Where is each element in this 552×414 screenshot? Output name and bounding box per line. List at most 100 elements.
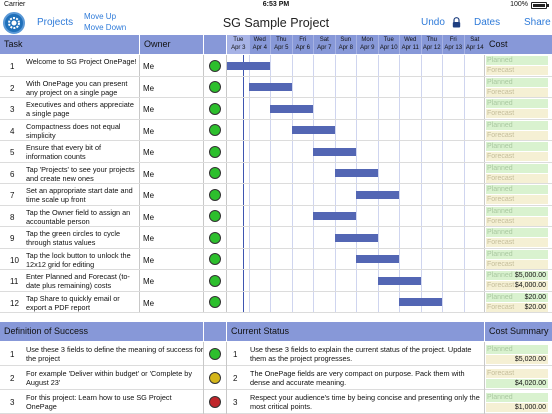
gantt-bar[interactable] [334, 169, 378, 177]
planned-cost-field[interactable]: Planned [486, 56, 548, 65]
task-row[interactable]: 9 Tap the green circles to cycle through … [0, 227, 552, 249]
cost-summary-value-field[interactable]: $4,020.00 [486, 379, 548, 388]
task-row[interactable]: 8 Tap the Owner field to assign an accoun… [0, 206, 552, 227]
timeline-day-4[interactable]: Fri Apr 6 [291, 35, 313, 54]
task-owner[interactable]: Me [143, 105, 155, 114]
task-name[interactable]: Tap 'Projects' to see your projects and … [26, 164, 135, 183]
task-name[interactable]: Tap the lock button to unlock the 12x12 … [26, 250, 131, 269]
current-status-text[interactable]: Use these 3 fields to explain the curren… [250, 345, 472, 363]
move-up-button[interactable]: Move Up [84, 12, 117, 21]
lock-icon[interactable] [452, 17, 461, 28]
task-name[interactable]: Ensure that every bit of information cou… [26, 143, 102, 161]
project-title[interactable]: SG Sample Project [222, 16, 330, 30]
forecast-cost-field[interactable]: Forecast [486, 109, 548, 118]
task-owner[interactable]: Me [143, 62, 155, 71]
task-row[interactable]: 2 With OnePage you can present any projec… [0, 77, 552, 98]
timeline-day-7[interactable]: Mon Apr 9 [356, 35, 378, 54]
task-name[interactable]: Set an appropriate start date and time s… [26, 186, 133, 204]
definition-of-success-text[interactable]: Use these 3 fields to define the meaning… [26, 345, 204, 363]
status-indicator-green[interactable] [209, 253, 221, 265]
status-indicator-green[interactable] [209, 231, 221, 244]
task-row[interactable]: 1 Welcome to SG Project OnePage! Me Planned… [0, 55, 552, 77]
timeline-day-5[interactable]: Sat Apr 7 [313, 35, 335, 54]
task-row[interactable]: 4 Compactness does not equal simplicity Me… [0, 120, 552, 141]
task-owner[interactable]: Me [143, 234, 155, 243]
timeline-day-3[interactable]: Thu Apr 5 [270, 35, 292, 54]
cost-summary-value-field[interactable]: $1,000.00 [486, 403, 548, 412]
summary-row[interactable]: 1 Use these 3 fields to define the meanin… [0, 342, 552, 366]
task-row[interactable]: 11 Enter Planned and Forecast (to-date pl… [0, 270, 552, 292]
timeline-day-11[interactable]: Fri Apr 13 [442, 35, 464, 54]
planned-cost-field[interactable]: Planned [486, 249, 548, 259]
gantt-bar[interactable] [313, 147, 356, 156]
cost-summary-planned[interactable]: Planned [486, 393, 548, 402]
task-owner[interactable]: Me [143, 191, 155, 200]
planned-cost-field[interactable]: Planned [486, 142, 548, 151]
planned-cost-field[interactable]: Planned [486, 206, 548, 216]
planned-cost-field[interactable]: Planned [486, 163, 548, 173]
cost-summary-value-field[interactable]: $5,020.00 [486, 355, 548, 364]
definition-of-success-text[interactable]: For example 'Deliver within budget' or '… [26, 369, 193, 387]
task-owner[interactable]: Me [143, 169, 155, 179]
status-indicator-green[interactable] [209, 102, 221, 115]
planned-cost-field[interactable]: Planned [486, 185, 548, 194]
definition-of-success-text[interactable]: For this project: Learn how to use SG Pr… [26, 393, 172, 411]
timeline-day-2[interactable]: Wed Apr 4 [248, 35, 270, 54]
task-owner[interactable]: Me [143, 277, 155, 286]
status-indicator-red[interactable] [209, 396, 221, 408]
gantt-bar[interactable] [291, 126, 335, 134]
task-name[interactable]: Executives and others appreciate a singl… [26, 100, 134, 118]
current-status-text[interactable]: The OnePage fields are very compact on p… [250, 369, 465, 387]
task-name[interactable]: Compactness does not equal simplicity [26, 121, 121, 140]
status-indicator-green[interactable] [209, 296, 221, 308]
undo-button[interactable]: Undo [421, 17, 445, 28]
status-indicator-green[interactable] [209, 145, 221, 158]
move-down-button[interactable]: Move Down [84, 23, 127, 32]
task-owner[interactable]: Me [143, 148, 155, 157]
forecast-cost-field[interactable]: Forecast [486, 173, 548, 183]
status-indicator-green[interactable] [209, 188, 221, 201]
task-row[interactable]: 5 Ensure that every bit of information co… [0, 141, 552, 163]
app-logo-gear-icon[interactable] [3, 12, 25, 34]
forecast-cost-field[interactable]: Forecast [486, 195, 548, 204]
status-indicator-green[interactable] [209, 348, 221, 360]
task-owner[interactable]: Me [143, 126, 155, 136]
status-indicator-green[interactable] [209, 167, 221, 179]
gantt-bar[interactable] [356, 255, 399, 263]
forecast-cost-field[interactable]: Forecast [486, 87, 548, 97]
timeline-day-12[interactable]: Sat Apr 14 [463, 35, 485, 54]
task-row[interactable]: 7 Set an appropriate start date and time … [0, 184, 552, 206]
forecast-cost-field[interactable]: Forecast [486, 152, 548, 161]
forecast-cost-field[interactable]: Forecast [486, 66, 548, 75]
timeline-day-6[interactable]: Sun Apr 8 [334, 35, 356, 54]
status-indicator-green[interactable] [209, 274, 221, 287]
status-indicator-green[interactable] [209, 81, 221, 93]
task-name[interactable]: With OnePage you can present any project… [26, 78, 128, 97]
task-row[interactable]: 3 Executives and others appreciate a sing… [0, 98, 552, 120]
forecast-cost-field[interactable]: Forecast $4,000.00 [486, 281, 548, 290]
forecast-cost-field[interactable]: Forecast [486, 216, 548, 226]
forecast-cost-field[interactable]: Forecast [486, 238, 548, 247]
gantt-bar[interactable] [313, 212, 356, 220]
share-button[interactable]: Share [524, 17, 551, 28]
task-name[interactable]: Tap the Owner field to assign an account… [26, 207, 131, 226]
summary-row[interactable]: 3 For this project: Learn how to use SG P… [0, 390, 552, 414]
status-indicator-green[interactable] [209, 210, 221, 222]
status-indicator-green[interactable] [209, 59, 221, 72]
task-name[interactable]: Tap Share to quickly email or export a P… [26, 293, 120, 312]
gantt-bar[interactable] [248, 83, 292, 91]
status-indicator-green[interactable] [209, 124, 221, 136]
forecast-cost-field[interactable]: Forecast [486, 259, 548, 269]
projects-button[interactable]: Projects [37, 17, 74, 28]
current-status-text[interactable]: Respect your audience's time by being co… [250, 393, 480, 411]
timeline-day-1[interactable]: Tue Apr 3 [227, 35, 249, 54]
timeline-day-10[interactable]: Thu Apr 12 [420, 35, 442, 54]
planned-cost-field[interactable]: Planned [486, 99, 548, 108]
cost-summary-planned[interactable]: Planned [486, 345, 548, 354]
task-owner[interactable]: Me [143, 255, 155, 265]
gantt-bar[interactable] [334, 233, 378, 242]
task-name[interactable]: Tap the green circles to cycle through s… [26, 229, 121, 247]
gantt-bar[interactable] [270, 104, 313, 113]
planned-cost-field[interactable]: Planned [486, 77, 548, 87]
gantt-bar[interactable] [399, 298, 442, 306]
